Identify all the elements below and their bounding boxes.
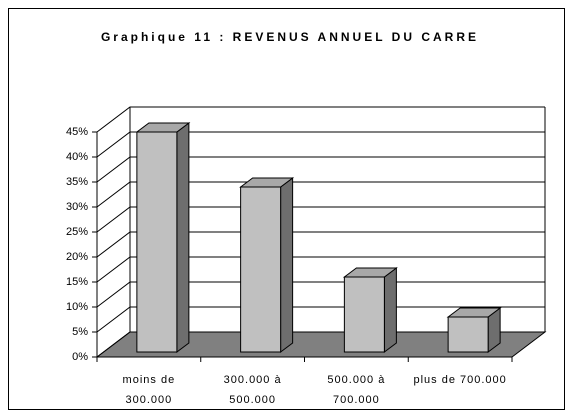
grid-line (96, 106, 545, 133)
grid-line (96, 206, 545, 233)
y-tick-label: 0% (72, 351, 88, 363)
chart-title: Graphique 11 : REVENUS ANNUEL DU CARRE (100, 30, 480, 44)
grid-line (96, 256, 545, 283)
y-tick-label: 35% (66, 176, 88, 188)
bar (239, 177, 295, 353)
y-tick-label: 40% (66, 151, 88, 163)
x-tick-label: 300.000 à 500.000 (223, 374, 282, 406)
chart-border (8, 8, 565, 410)
grid-line (96, 131, 545, 158)
grid-line (96, 231, 545, 258)
bar-face (136, 131, 178, 353)
bar (342, 267, 398, 353)
y-tick-label: 30% (66, 201, 88, 213)
bar-face (343, 276, 385, 353)
y-tick-label: 25% (66, 226, 88, 238)
y-tick-label: 5% (72, 326, 88, 338)
bar-face (383, 267, 397, 353)
grid-line (96, 181, 545, 208)
x-tick-label: moins de 300.000 (122, 374, 176, 406)
y-tick-label: 10% (66, 301, 88, 313)
y-tick-label: 45% (66, 126, 88, 138)
x-tick-label: plus de 700.000 (413, 374, 507, 386)
bar-face (240, 186, 282, 353)
bar-face (176, 122, 190, 353)
grid-line (96, 306, 545, 333)
y-tick-label: 15% (66, 276, 88, 288)
x-tick-label: 500.000 à 700.000 (327, 374, 386, 406)
grid-line (96, 156, 545, 183)
bar (135, 122, 191, 353)
y-tick-label: 20% (66, 251, 88, 263)
grid-line (96, 331, 545, 358)
grid-line (96, 281, 545, 308)
bar (446, 307, 502, 353)
bar-face (280, 177, 294, 353)
bar-face (447, 316, 489, 353)
